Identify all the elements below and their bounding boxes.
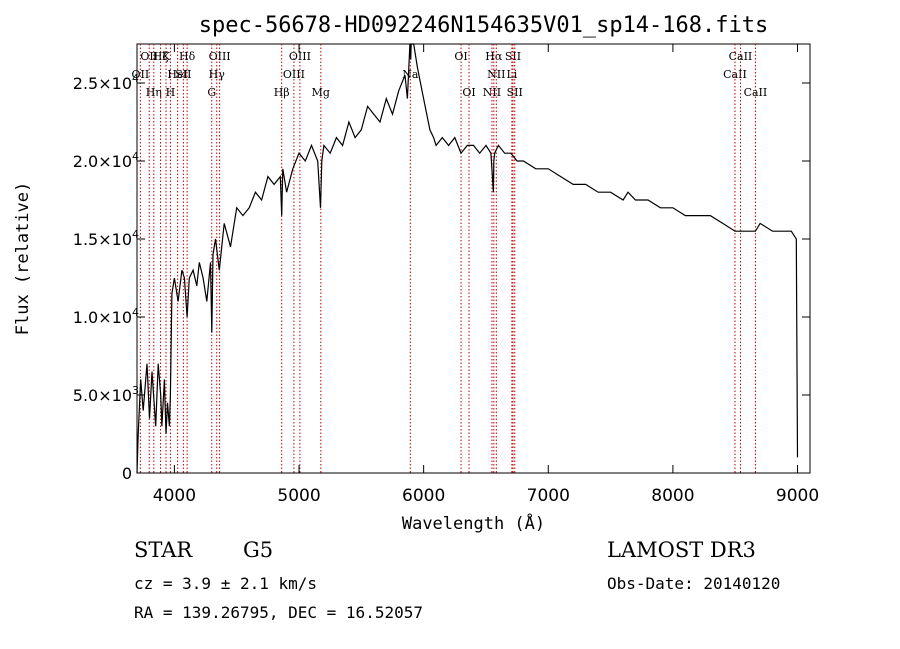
x-tick-label: 7000 [527,486,570,506]
x-axis-label: Wavelength (Å) [402,512,545,534]
spectral-line-label: Li [506,68,517,81]
spectral-line-label: Hβ [274,86,290,99]
spectral-line-label: CaII [744,86,768,99]
spectral-line-label: NII [487,68,505,81]
y-axis-label: Flux (relative) [13,182,33,336]
plot-frame [136,43,811,474]
spectral-line-label: OIII [283,68,305,81]
spectral-line-label: Hδ [179,50,196,63]
y-tick-label: 0 [122,464,132,483]
y-tick-label: 1.5×104 [73,228,139,249]
observation-date: Obs-Date: 20140120 [607,574,781,593]
x-tick-label: 6000 [402,486,445,506]
spectral-line-label: NII [483,86,501,99]
spectral-line-label: OII [140,50,158,63]
x-tick-label: 5000 [277,486,320,506]
survey-name: LAMOST DR3 [607,538,756,562]
x-tick-label: 4000 [153,486,196,506]
object-subclass: G5 [243,538,274,562]
spectral-line-label: Na [402,68,419,81]
y-tick-label: 5.0×103 [73,384,139,405]
spectral-line-label: H [166,86,176,99]
y-tick-label: 2.0×104 [73,150,139,171]
y-tick-label: 1.0×104 [73,306,139,327]
spectral-line-label: K [162,50,171,63]
spectral-line-label: Mg [312,86,330,99]
x-tick-label: 8000 [651,486,694,506]
spectral-line-label: OIII [209,50,231,63]
spectral-line-label: Hη [146,86,162,99]
spectral-line-label: OII [132,68,150,81]
spectral-line-label: Hζ [153,50,169,63]
x-tick-label: 9000 [776,486,819,506]
spectral-line-label: SII [175,68,191,81]
spectral-line-label: CaII [729,50,753,63]
sky-coordinates: RA = 139.26795, DEC = 16.52057 [134,603,423,622]
spectral-line-label: HeI [167,68,187,81]
y-tick-label: 2.5×104 [73,72,139,93]
spectrum-series-line [136,43,799,474]
spectral-line-label: OIII [289,50,311,63]
spectral-line-label: OI [454,50,467,63]
spectral-line-label: Hα [485,50,503,63]
redshift-velocity: cz = 3.9 ± 2.1 km/s [134,574,318,593]
spectral-line-label: G [207,86,216,99]
spectral-line-label: OI [462,86,475,99]
spectral-line-label: SII [505,50,521,63]
spectral-line-label: Hγ [209,68,226,81]
object-class: STAR [134,538,193,562]
chart-title: spec-56678-HD092246N154635V01_sp14-168.f… [199,13,769,38]
spectral-line-label: SII [507,86,523,99]
spectral-line-label: CaII [723,68,747,81]
